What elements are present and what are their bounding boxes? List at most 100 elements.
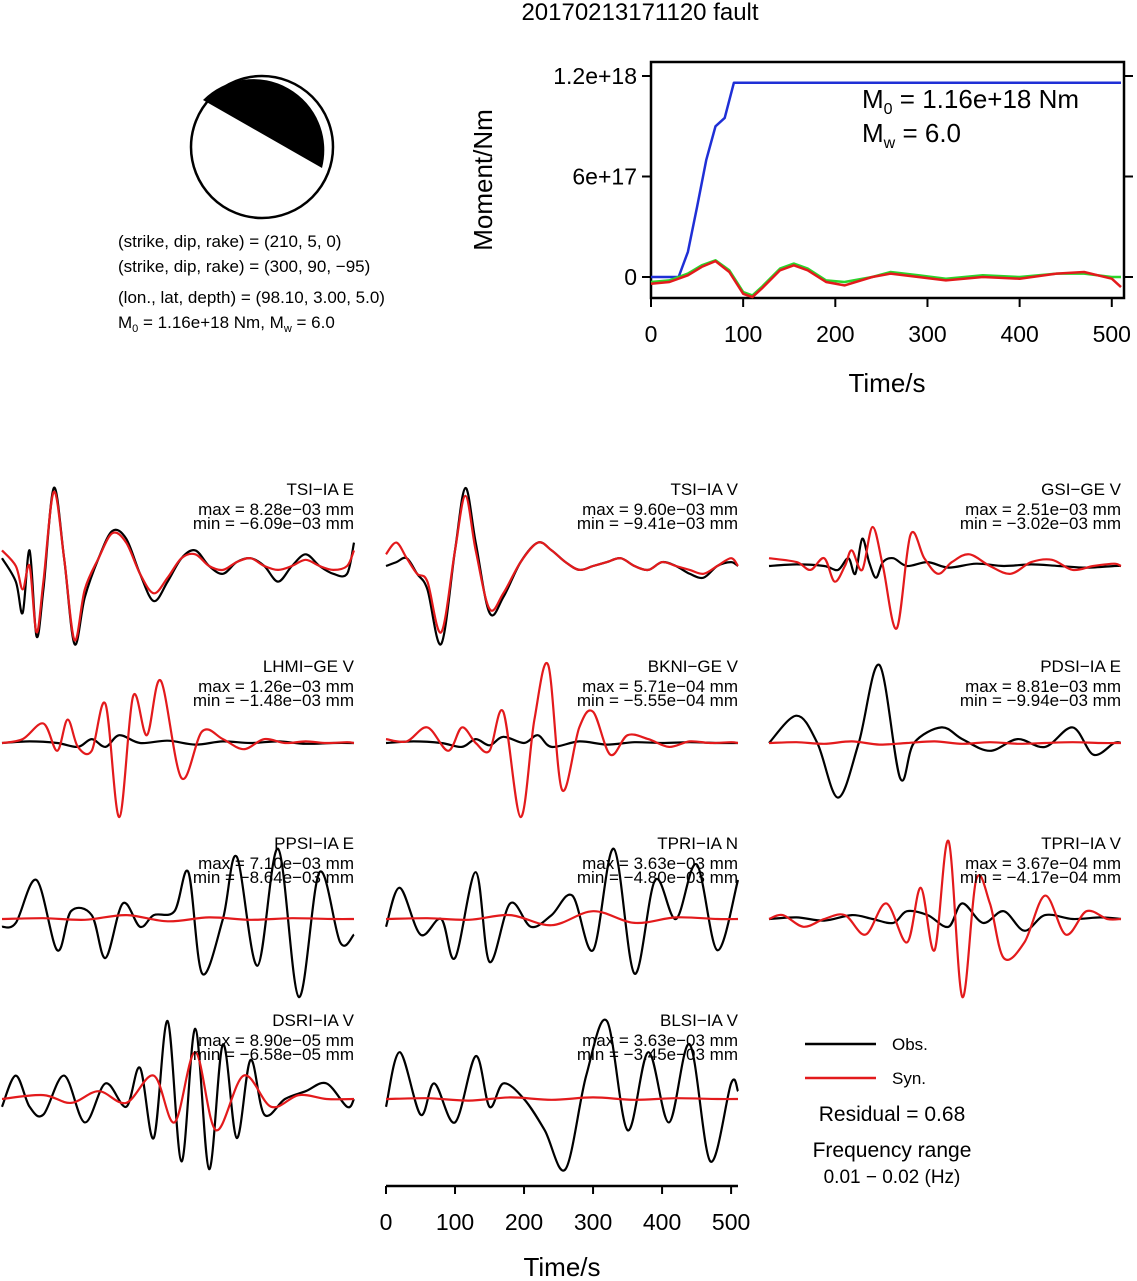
waveform-station-label: DSRI−IA V [272,1011,354,1030]
waveform-max-label: max = 8.28e−03 mm [198,500,354,519]
waveform-obs-trace [768,537,1122,579]
waveform-syn-trace [768,839,1122,999]
waveform-station-label: TSI−IA V [670,480,738,499]
waveform-station-label: GSI−GE V [1041,480,1121,499]
waveform-obs-trace [768,902,1122,932]
waveform-syn-trace [768,525,1122,630]
moment-annotation-mw: Mw = 6.0 [862,118,961,152]
waveform-xtick-label: 200 [505,1209,543,1235]
waveform-syn-trace [768,740,1122,746]
mechanism-line-1: (strike, dip, rake) = (210, 5, 0) [118,232,341,251]
waveform-max-label: max = 8.90e−05 mm [198,1031,354,1050]
waveform-max-label: max = 7.10e−03 mm [198,854,354,873]
waveform-max-label: max = 3.63e−03 mm [582,1031,738,1050]
waveform-xtick-label: 300 [574,1209,612,1235]
frequency-range-title: Frequency range [813,1139,972,1162]
frequency-range-value: 0.01 − 0.02 (Hz) [824,1167,961,1188]
waveform-station-label: BKNI−GE V [648,657,739,676]
waveform-xtick-label: 500 [712,1209,750,1235]
waveform-syn-trace [1,1051,355,1132]
waveform-station-label: BLSI−IA V [660,1011,739,1030]
waveform-station-label: TPRI−IA V [1041,834,1121,853]
waveform-syn-trace [385,661,739,819]
waveform-xtick-label: 100 [436,1209,474,1235]
waveform-min-label: min = −3.45e−03 mm [577,1045,738,1064]
mechanism-moment-line: M0 = 1.16e+18 Nm, Mw = 6.0 [118,313,335,335]
waveform-min-label: min = −4.80e−03 mm [577,868,738,887]
moment-ytick-label: 0 [624,264,637,290]
moment-xtick-label: 400 [1000,321,1038,347]
legend-obs-label: Obs. [892,1035,928,1054]
waveform-max-label: max = 5.71e−04 mm [582,677,738,696]
mechanism-line-2: (strike, dip, rake) = (300, 90, −95) [118,257,370,276]
legend-syn-label: Syn. [892,1069,926,1088]
legend: Obs. Syn. [805,1035,928,1088]
waveform-obs-trace [0,1019,355,1171]
waveform-time-axis: Time/s 0 100 200 300 400 500 [380,1184,750,1281]
moment-ytick-label: 6e+17 [572,164,637,190]
waveform-station-label: PDSI−IA E [1040,657,1121,676]
moment-ytick-label: 1.2e+18 [553,63,637,89]
waveform-station-label: PPSI−IA E [274,834,354,853]
moment-xtick-label: 200 [816,321,854,347]
waveform-station-label: TSI−IA E [286,480,354,499]
moment-xtick-label: 500 [1093,321,1131,347]
waveform-min-label: min = −1.48e−03 mm [193,691,354,710]
moment-annotation-m0: M0 = 1.16e+18 Nm [862,84,1079,118]
waveform-min-label: min = −9.41e−03 mm [577,514,738,533]
waveform-xtick-label: 400 [643,1209,681,1235]
waveform-syn-trace [1,913,355,923]
waveform-min-label: min = −4.17e−04 mm [960,868,1121,887]
waveform-min-label: min = −6.58e−05 mm [193,1045,354,1064]
waveform-xlabel: Time/s [523,1252,600,1281]
moment-ylabel: Moment/Nm [468,109,498,251]
waveform-min-label: min = −6.09e−03 mm [193,514,354,533]
waveform-obs-trace [385,734,739,749]
waveform-max-label: max = 8.81e−03 mm [965,677,1121,696]
focal-mechanism-beachball [189,74,335,220]
waveform-min-label: min = −5.55e−04 mm [577,691,738,710]
moment-xtick-label: 300 [908,321,946,347]
moment-xlabel: Time/s [848,368,925,398]
waveform-max-label: max = 3.63e−03 mm [582,854,738,873]
beachball-compressional-quadrant [203,79,325,168]
waveform-obs-trace [768,663,1122,799]
waveform-syn-trace [1,490,356,642]
waveform-syn-trace [385,494,739,634]
waveform-xtick-label: 0 [380,1209,393,1235]
waveform-max-label: max = 2.51e−03 mm [965,500,1121,519]
residual-text: Residual = 0.68 [819,1103,966,1126]
figure-title: 20170213171120 fault [521,0,758,26]
waveform-station-label: TPRI−IA N [657,834,738,853]
waveform-max-label: max = 3.67e−04 mm [965,854,1121,873]
waveform-min-label: min = −8.64e−03 mm [193,868,354,887]
moment-chart-frame [649,60,1126,300]
moment-xtick-label: 100 [724,321,762,347]
waveform-obs-trace [1,847,355,999]
moment-xtick-label: 0 [645,321,658,347]
waveform-syn-trace [385,910,739,927]
waveform-obs-trace [384,1018,740,1172]
waveform-syn-trace [385,1096,739,1102]
waveform-max-label: max = 9.60e−03 mm [582,500,738,519]
waveform-max-label: max = 1.26e−03 mm [198,677,354,696]
waveform-min-label: min = −9.94e−03 mm [960,691,1121,710]
waveform-station-label: LHMI−GE V [263,657,355,676]
mechanism-line-3: (lon., lat, depth) = (98.10, 3.00, 5.0) [118,288,385,307]
waveform-syn-trace [1,679,355,819]
waveform-min-label: min = −3.02e−03 mm [960,514,1121,533]
moment-series-moment [651,81,1121,279]
